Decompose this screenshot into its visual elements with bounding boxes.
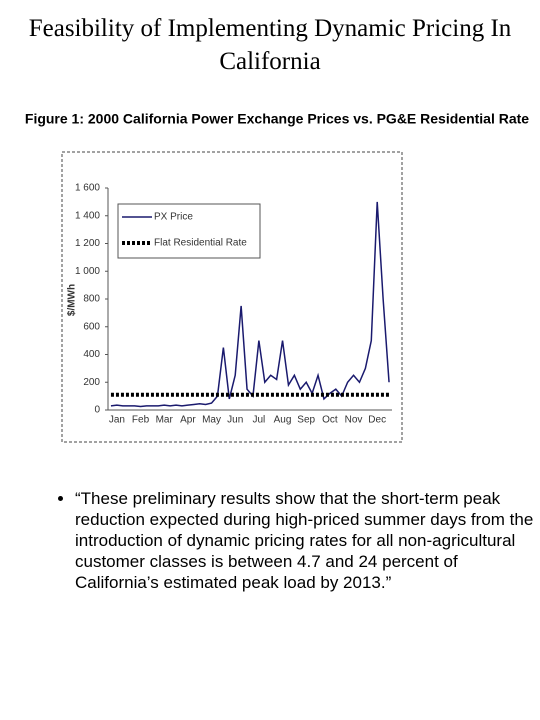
- bullet-text: “These preliminary results show that the…: [75, 488, 540, 593]
- x-tick-label: Nov: [345, 415, 363, 426]
- y-tick-label: 1 600: [75, 183, 100, 194]
- y-tick-label: 800: [83, 294, 100, 305]
- x-tick-label: Aug: [274, 415, 292, 426]
- x-tick-label: Feb: [132, 415, 150, 426]
- y-tick-label: 400: [83, 349, 100, 360]
- x-tick-label: Apr: [180, 415, 196, 426]
- y-tick-label: 1 000: [75, 266, 100, 277]
- y-axis-label: $/MWh: [67, 284, 78, 316]
- y-tick-label: 1 400: [75, 210, 100, 221]
- x-tick-label: Jul: [252, 415, 265, 426]
- x-tick-label: May: [202, 415, 221, 426]
- bullet-list: “These preliminary results show that the…: [28, 488, 540, 593]
- x-tick-label: Jan: [109, 415, 125, 426]
- legend-label: Flat Residential Rate: [154, 238, 247, 249]
- legend-box: [117, 203, 261, 259]
- chart-frame: [61, 151, 403, 443]
- legend-label: PX Price: [154, 212, 193, 223]
- y-tick-label: 200: [83, 377, 100, 388]
- chart: Figure 1: 2000 California Power Exchange…: [25, 111, 529, 443]
- y-tick-label: 1 200: [75, 238, 100, 249]
- slide-title: Feasibility of Implementing Dynamic Pric…: [28, 15, 512, 75]
- x-tick-label: Oct: [322, 415, 338, 426]
- x-tick-label: Jun: [227, 415, 243, 426]
- y-tick-label: 600: [83, 321, 100, 332]
- x-tick-label: Dec: [368, 415, 386, 426]
- x-tick-label: Sep: [297, 415, 315, 426]
- y-tick-label: 0: [94, 405, 100, 416]
- x-tick-label: Mar: [156, 415, 174, 426]
- chart-title: Figure 1: 2000 California Power Exchange…: [25, 111, 529, 127]
